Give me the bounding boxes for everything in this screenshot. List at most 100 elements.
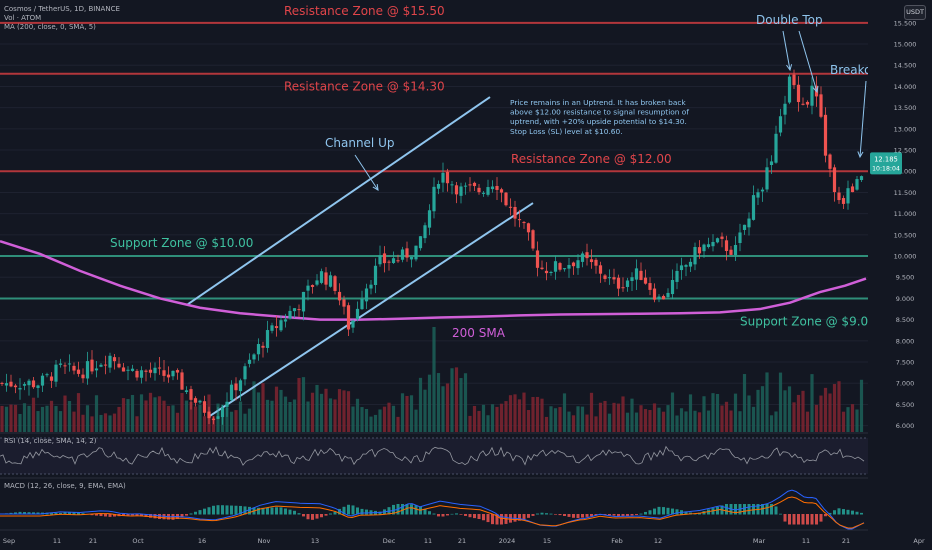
candle-body: [234, 383, 238, 391]
volume-bar: [702, 396, 706, 432]
candle-body: [306, 285, 310, 291]
macd-histogram-bar: [50, 512, 53, 515]
macd-histogram-bar: [549, 513, 553, 515]
last-price-value: 12.185: [874, 155, 898, 163]
volume-bar: [414, 409, 418, 432]
candle-body: [778, 116, 783, 133]
y-tick-label: 8.500: [896, 316, 915, 324]
volume-bar: [427, 374, 432, 432]
macd-histogram-bar: [567, 514, 571, 517]
macd-histogram-bar: [612, 514, 616, 516]
volume-bar: [796, 394, 801, 432]
macd-histogram-bar: [288, 509, 292, 515]
volume-bar: [589, 392, 594, 432]
macd-histogram-bar: [783, 514, 787, 522]
macd-histogram-bar: [806, 514, 809, 525]
volume-bar: [396, 416, 400, 432]
candle-body: [139, 370, 144, 378]
rsi-line: [0, 445, 865, 466]
candle-body: [481, 192, 486, 194]
volume-bar: [346, 391, 351, 432]
macd-histogram-bar: [495, 514, 499, 525]
volume-bar: [157, 396, 162, 432]
macd-histogram-bar: [540, 512, 544, 515]
macd-histogram-bar: [306, 514, 310, 520]
macd-histogram-bar: [581, 514, 584, 518]
y-tick-label: 9.500: [896, 274, 915, 282]
volume-bar: [76, 393, 81, 432]
volume-bar: [472, 405, 477, 432]
macd-histogram-bar: [846, 509, 850, 515]
macd-histogram-bar: [675, 509, 679, 515]
macd-histogram-bar: [284, 508, 287, 515]
candle-body: [576, 260, 580, 269]
volume-bar: [823, 387, 828, 432]
candle-body: [688, 261, 693, 267]
arrow-head: [786, 64, 793, 72]
candle-body: [697, 247, 702, 254]
candle-body: [360, 298, 364, 310]
candle-body: [40, 375, 45, 386]
candle-body: [675, 270, 679, 282]
volume-bar: [400, 393, 405, 432]
volume-bar: [562, 393, 567, 432]
volume-bar: [229, 411, 234, 432]
candle-body: [121, 367, 126, 372]
candle-body: [76, 369, 81, 374]
candle-body: [319, 271, 324, 283]
volume-bar: [504, 401, 508, 432]
macd-histogram-bar: [527, 514, 530, 518]
candle-body: [850, 186, 855, 193]
macd-histogram-bar: [747, 504, 751, 515]
macd-histogram-bar: [32, 512, 35, 515]
volume-bar: [189, 402, 193, 432]
candle-body: [126, 369, 130, 371]
candle-body: [765, 167, 769, 190]
x-tick-label: Feb: [611, 537, 623, 545]
candle-body: [801, 103, 805, 105]
candle-body: [607, 277, 612, 279]
candle-body: [180, 372, 184, 390]
volume-bar: [67, 400, 72, 432]
candle-body: [855, 179, 859, 190]
resistance-label: Resistance Zone @ $14.30: [284, 80, 445, 94]
candle-body: [99, 364, 103, 367]
symbol-legend: Cosmos / TetherUS, 1D, BINANCE: [4, 5, 120, 13]
macd-histogram-bar: [239, 505, 242, 515]
volume-bar: [58, 411, 63, 432]
candle-body: [355, 308, 360, 320]
macd-histogram-bar: [428, 511, 431, 515]
channel-up-label: Channel Up: [325, 136, 394, 150]
macd-histogram-bar: [63, 512, 67, 515]
volume-bar: [625, 412, 630, 432]
macd-histogram-bar: [648, 510, 652, 515]
candle-body: [90, 359, 94, 372]
volume-bar: [445, 383, 450, 432]
y-tick-label: 7.000: [896, 380, 915, 388]
candle-body: [594, 259, 598, 266]
y-tick-label: 13.500: [894, 104, 917, 112]
currency-button[interactable]: USDT: [904, 5, 926, 20]
x-tick-label: Oct: [132, 537, 144, 545]
candle-body: [112, 357, 117, 362]
volume-bar: [535, 396, 540, 432]
price-axis-bg: [868, 0, 932, 550]
macd-histogram-bar: [14, 512, 17, 515]
channel-lines: [186, 96, 534, 418]
macd-histogram-bar: [248, 506, 251, 515]
macd-histogram-bar: [437, 514, 440, 517]
candle-body: [661, 295, 666, 300]
macd-histogram-bar: [630, 514, 634, 516]
volume-bar: [297, 377, 301, 432]
volume-bar: [454, 367, 459, 432]
candle-body: [553, 261, 558, 272]
volume-bar: [40, 406, 45, 432]
macd-histogram-bar: [797, 514, 800, 525]
candle-body: [63, 365, 67, 367]
candle-body: [846, 188, 850, 204]
macd-histogram-bar: [603, 514, 607, 516]
volume-bar: [288, 401, 292, 432]
volume-bar: [783, 390, 787, 432]
macd-histogram-bar: [423, 508, 427, 515]
